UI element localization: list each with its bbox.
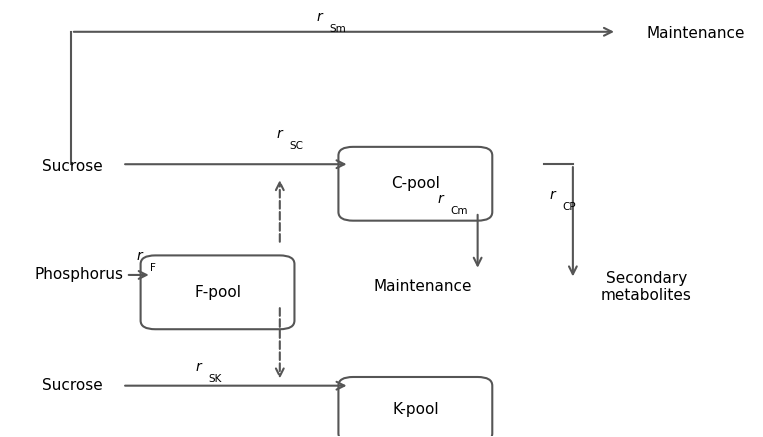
- Text: Sucrose: Sucrose: [42, 159, 102, 174]
- Text: Cm: Cm: [450, 206, 468, 216]
- Text: r: r: [195, 361, 201, 375]
- Text: Maintenance: Maintenance: [646, 27, 745, 42]
- Text: r: r: [549, 188, 555, 202]
- Text: r: r: [276, 127, 282, 141]
- Text: Phosphorus: Phosphorus: [34, 267, 124, 282]
- Text: CP: CP: [562, 202, 576, 212]
- Text: F-pool: F-pool: [194, 285, 241, 300]
- FancyBboxPatch shape: [140, 255, 295, 329]
- Text: r: r: [137, 249, 143, 263]
- Text: Maintenance: Maintenance: [373, 279, 472, 294]
- Text: Sm: Sm: [330, 24, 346, 34]
- Text: SK: SK: [209, 374, 222, 384]
- Text: Sucrose: Sucrose: [42, 378, 102, 393]
- Text: F: F: [150, 263, 156, 273]
- Text: C-pool: C-pool: [391, 176, 439, 191]
- FancyBboxPatch shape: [339, 377, 492, 437]
- FancyBboxPatch shape: [339, 147, 492, 221]
- Text: r: r: [437, 192, 443, 206]
- Text: r: r: [317, 10, 322, 24]
- Text: SC: SC: [289, 141, 304, 151]
- Text: Secondary
metabolites: Secondary metabolites: [600, 271, 691, 303]
- Text: K-pool: K-pool: [392, 402, 439, 417]
